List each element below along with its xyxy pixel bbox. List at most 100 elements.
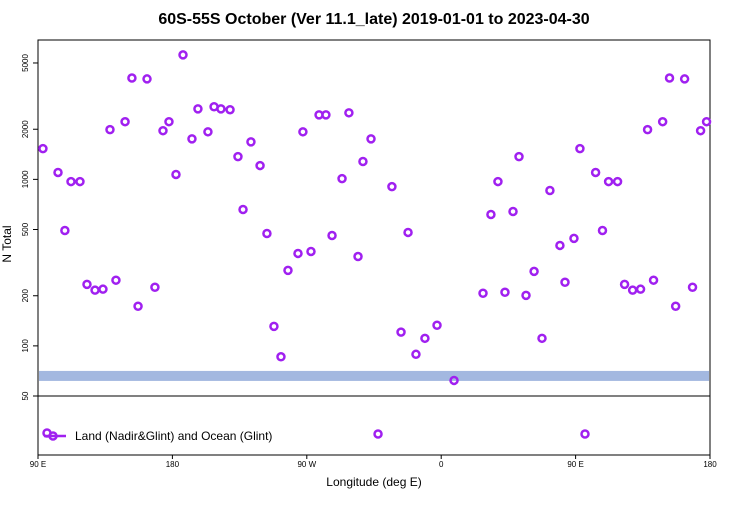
point bbox=[597, 225, 608, 236]
point bbox=[90, 285, 100, 295]
point bbox=[269, 321, 279, 332]
point bbox=[298, 127, 308, 137]
point bbox=[603, 176, 614, 187]
point bbox=[478, 288, 488, 299]
point bbox=[560, 277, 570, 288]
point bbox=[38, 143, 48, 154]
point bbox=[225, 104, 235, 115]
point bbox=[216, 104, 226, 114]
point bbox=[327, 230, 337, 241]
point bbox=[635, 284, 646, 294]
point bbox=[619, 279, 630, 290]
point bbox=[105, 124, 115, 135]
x-tick-label: 180 bbox=[166, 460, 180, 469]
legend-label: Land (Nadir&Glint) and Ocean (Glint) bbox=[75, 429, 272, 443]
point bbox=[142, 74, 152, 84]
point bbox=[695, 125, 706, 136]
point bbox=[648, 275, 659, 285]
point bbox=[701, 116, 712, 127]
y-tick-label: 100 bbox=[21, 339, 30, 353]
point bbox=[127, 73, 137, 83]
point bbox=[493, 176, 503, 187]
point bbox=[133, 301, 143, 311]
point bbox=[555, 240, 565, 251]
legend-marker bbox=[48, 431, 58, 441]
point bbox=[193, 104, 203, 114]
point bbox=[158, 125, 168, 136]
point bbox=[657, 116, 668, 127]
y-axis-title: N Total bbox=[0, 225, 14, 262]
reference-band bbox=[39, 370, 709, 381]
point bbox=[529, 266, 539, 277]
y-tick-label: 50 bbox=[21, 391, 30, 400]
point bbox=[75, 176, 85, 187]
point bbox=[612, 176, 623, 187]
point bbox=[337, 173, 347, 184]
y-tick-label: 1000 bbox=[21, 170, 30, 188]
y-tick-label: 500 bbox=[21, 222, 30, 236]
point bbox=[353, 251, 363, 262]
x-tick-label: 90 W bbox=[297, 460, 316, 469]
point bbox=[366, 134, 376, 144]
lower-point bbox=[580, 429, 590, 439]
point bbox=[246, 137, 256, 147]
point bbox=[66, 176, 76, 187]
point bbox=[500, 287, 510, 297]
x-tick-label: 0 bbox=[439, 460, 444, 469]
point bbox=[306, 246, 316, 257]
point bbox=[627, 285, 638, 295]
point bbox=[420, 333, 430, 344]
point bbox=[387, 181, 397, 192]
point bbox=[171, 169, 181, 180]
point bbox=[344, 108, 354, 118]
point bbox=[238, 204, 248, 215]
point bbox=[178, 50, 188, 60]
point bbox=[679, 74, 690, 84]
lower-panel-frame bbox=[37, 395, 711, 456]
point bbox=[545, 185, 555, 196]
point bbox=[53, 167, 63, 178]
point bbox=[283, 265, 293, 276]
y-tick-label: 2000 bbox=[21, 120, 30, 138]
point bbox=[432, 320, 442, 331]
point bbox=[569, 233, 579, 244]
point bbox=[293, 248, 303, 259]
point bbox=[98, 284, 108, 294]
point bbox=[537, 333, 547, 344]
point bbox=[411, 349, 421, 360]
x-axis-title: Longitude (deg E) bbox=[326, 475, 421, 489]
point bbox=[60, 225, 70, 236]
point bbox=[521, 290, 531, 301]
point bbox=[396, 327, 406, 337]
point bbox=[120, 116, 130, 127]
x-tick-label: 90 E bbox=[30, 460, 46, 469]
point bbox=[449, 375, 459, 386]
point bbox=[262, 228, 272, 239]
point bbox=[590, 167, 601, 178]
point bbox=[403, 227, 413, 238]
chart-title: 60S-55S October (Ver 11.1_late) 2019-01-… bbox=[158, 11, 589, 28]
point bbox=[164, 116, 174, 127]
point bbox=[514, 151, 524, 162]
point bbox=[255, 160, 265, 171]
x-tick-label: 180 bbox=[703, 460, 717, 469]
point bbox=[670, 301, 681, 311]
point bbox=[276, 352, 286, 362]
point bbox=[575, 143, 585, 154]
point bbox=[203, 127, 213, 137]
plot-frame bbox=[37, 39, 711, 397]
y-tick-label: 200 bbox=[21, 289, 30, 303]
point bbox=[486, 209, 496, 220]
point bbox=[358, 156, 368, 167]
point bbox=[508, 206, 518, 217]
point bbox=[687, 282, 698, 292]
point bbox=[321, 110, 331, 120]
y-tick-label: 5000 bbox=[21, 54, 30, 72]
point bbox=[642, 124, 653, 135]
point bbox=[664, 73, 675, 83]
point bbox=[111, 275, 121, 285]
point bbox=[150, 282, 160, 292]
x-tick-label: 90 E bbox=[567, 460, 583, 469]
point bbox=[82, 279, 92, 290]
